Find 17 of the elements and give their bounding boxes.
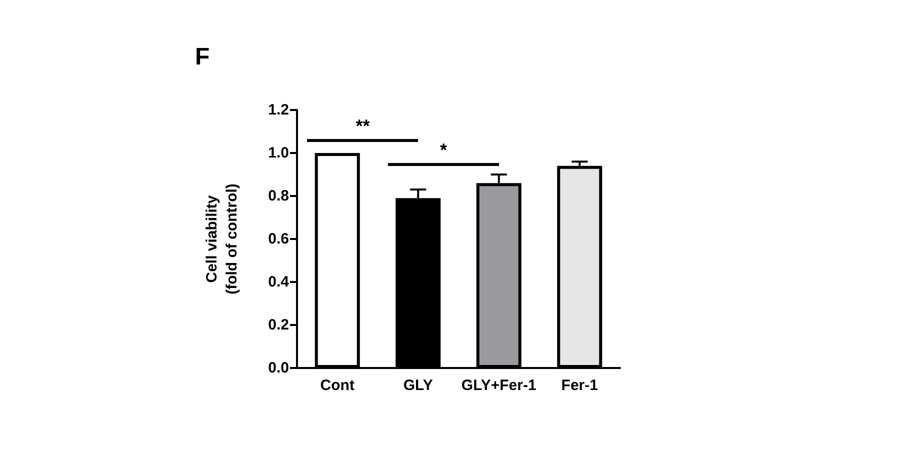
y-tick-label: 0.8: [268, 188, 289, 204]
x-tick-label: GLY+Fer-1: [461, 377, 536, 394]
annotation: *: [438, 140, 448, 160]
y-axis-title: Cell viability (fold of control): [204, 184, 240, 294]
y-tick-label: 1.0: [268, 144, 289, 162]
y-tick-label: 0.0: [268, 360, 289, 376]
x-tick-label: Fer-1: [561, 377, 598, 394]
x-tick-label: GLY: [403, 377, 433, 394]
y-tick-label: 1.2: [268, 102, 289, 118]
y-tick-label: 0.4: [268, 274, 290, 290]
chart-title: F: [195, 44, 210, 70]
significance-bracket: *: [388, 140, 499, 166]
y-tick-label: 0.2: [268, 316, 289, 334]
x-tick-label: Cont: [320, 377, 354, 394]
annotation: **: [354, 116, 371, 136]
y-tick-label: 0.6: [268, 230, 289, 248]
significance-bracket: **: [307, 116, 418, 142]
